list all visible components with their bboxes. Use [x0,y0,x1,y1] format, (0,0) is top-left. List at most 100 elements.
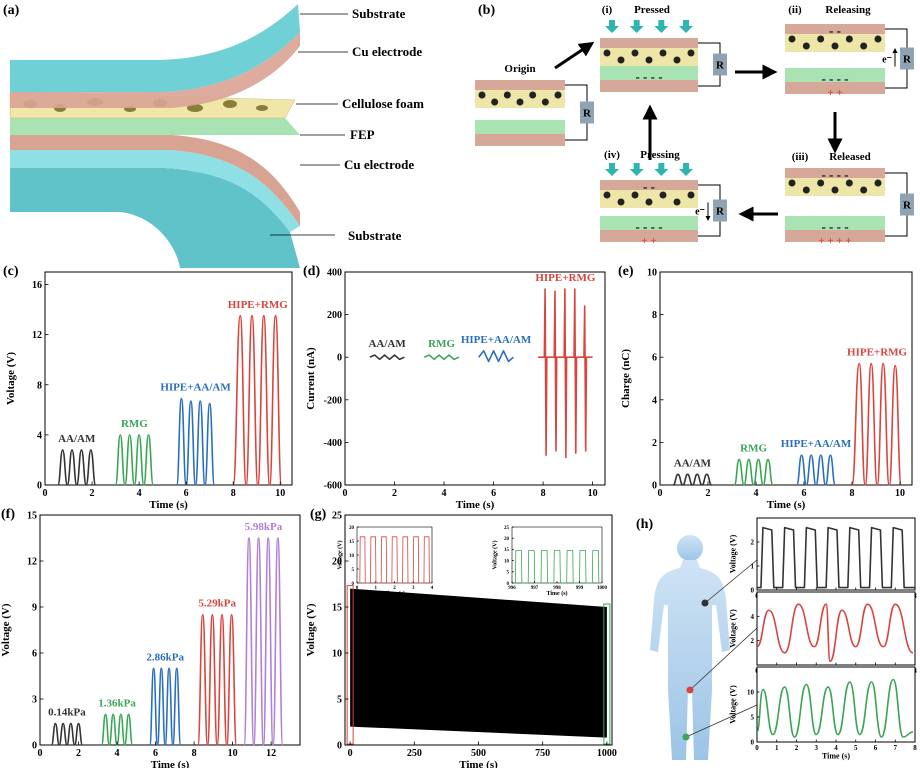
y-tick-label: 25 [332,511,342,522]
series-label: RMG [740,442,767,454]
foam-pore [541,98,549,106]
foam-pore [631,49,639,57]
resistor [713,199,727,222]
press-arrow [605,163,619,176]
series-line [756,678,914,738]
body-figure [650,535,758,760]
press-arrow [654,20,669,33]
x-tick-label: 10 [895,488,905,499]
foam-pore [831,186,839,194]
y-axis-label: Voltage (V) [728,534,737,573]
cu-top [10,32,300,108]
foam-pore [845,179,853,187]
y-tick-label: 10 [504,559,510,564]
x-tick-label: 10 [275,488,285,499]
x-tick-label: 6 [153,748,158,759]
diagram-text: (i) [602,4,613,16]
x-axis-label: Time (s) [767,499,806,511]
cu-layer [600,180,698,190]
foam-pore [478,91,486,99]
layer-label: Substrate [348,228,402,243]
y-tick-label: 8 [652,310,657,321]
y-tick-label: 0 [32,741,37,752]
x-tick-label: 0 [43,488,48,499]
foam-pore [845,35,853,43]
cu-layer [600,230,698,242]
resistor [900,193,914,216]
y-tick-label: 0 [337,741,342,752]
foam-pore [503,91,511,99]
y-tick-label: 20 [504,537,510,542]
x-tick-label: 5 [854,744,858,752]
y-axis-label: Current (nA) [305,347,317,410]
y-tick-label: 10 [332,649,342,660]
series-label: AA/AM [674,457,712,469]
y-tick-label: 15 [504,548,510,553]
y-tick-label: 5 [352,568,355,573]
series-label: HIPE+RMG [847,347,907,359]
diagram-text: + + [641,235,656,247]
cu-layer [600,80,698,92]
diagram-text: Releasing [825,4,871,16]
y-axis-label: Voltage (V) [492,541,499,570]
x-tick-label: 2 [76,748,81,759]
x-tick-label: 999 [576,586,584,591]
layer-label: FEP [350,127,375,142]
y-tick-label: 0 [751,738,755,746]
panel-label: (a) [3,3,20,18]
x-tick-label: 7 [894,744,898,752]
foam-pore [788,35,796,43]
series-line [243,537,284,746]
series-line [757,526,915,589]
layer-labels: Substrate Cu electrode Cellulose foam FE… [342,6,424,243]
plot-frame [344,271,606,486]
series-label: HIPE+RMG [228,299,288,311]
cu-layer [475,134,565,146]
cu-layer [475,80,565,90]
x-tick-label: 2 [392,488,397,499]
state-arrow [554,41,595,70]
layer-label: Cu electrode [352,44,422,59]
fep-layer [475,120,565,134]
plot-frame [44,271,293,486]
foam-pore [529,91,537,99]
substrate-bottom [10,168,300,268]
diagram-text: Pressed [634,4,670,16]
y-tick-label: 15 [332,603,342,614]
fep-layer [600,216,698,230]
series-label: 2.86kPa [146,651,184,663]
foam-pore [645,198,653,206]
x-tick-label: 8 [850,488,855,499]
x-tick-label: 6 [802,488,807,499]
plot-frame [756,591,916,666]
foam-pore [860,186,868,194]
layer-label: Substrate [352,6,406,21]
y-tick-label: 8 [37,380,42,391]
series-label: AA/AM [368,338,406,350]
diagram-text: - - [643,179,655,194]
diagram-text: e⁻ [882,55,892,66]
diagram-text: Released [829,151,871,163]
y-tick-label: 6 [32,649,37,660]
x-tick-label: 1 [775,744,779,752]
press-arrow [605,20,619,33]
x-tick-label: 4 [431,586,434,591]
x-tick-label: 250 [407,748,422,759]
x-tick-label: 10 [588,488,598,499]
press-arrow [679,163,693,176]
series-label: RMG [428,338,455,350]
series-label: 0.14kPa [48,707,86,719]
diagram-text: + + [827,87,842,99]
foam-pore [491,98,499,106]
series-label: HIPE+AA/AM [461,334,532,346]
series-line [175,397,216,486]
diagram-text: - - - - [821,219,848,234]
y-tick-label: 400 [327,268,342,279]
diagram-text: + + + + [818,235,851,247]
y-tick-label: 0 [337,353,342,364]
y-axis-label: Voltage (V) [728,609,737,648]
y-tick-label: 1 [751,562,755,570]
cu-layer [785,230,885,242]
x-tick-label: 10 [228,748,238,759]
y-axis-label: Voltage (V) [305,603,317,656]
